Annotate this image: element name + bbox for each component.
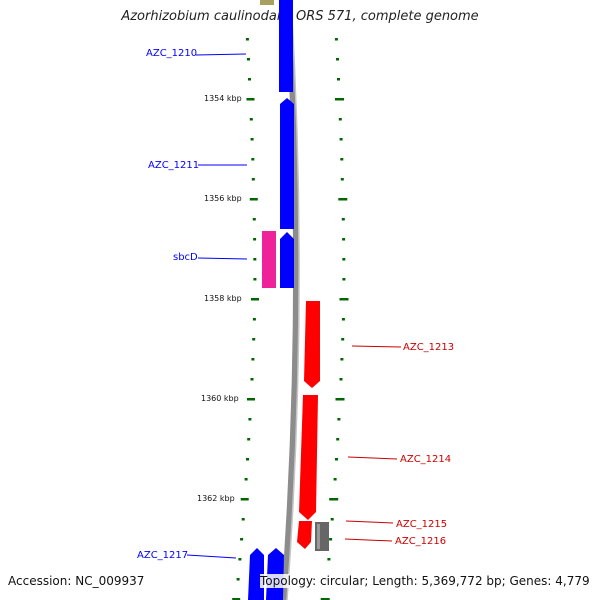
minor-tick	[330, 518, 334, 521]
minor-tick	[341, 338, 345, 341]
minor-tick	[336, 58, 339, 61]
minor-tick	[341, 318, 345, 321]
minor-tick	[247, 438, 251, 441]
minor-tick	[240, 538, 244, 541]
minor-tick	[251, 358, 255, 361]
tick-marks	[232, 38, 349, 600]
major-tick	[232, 598, 241, 600]
minor-tick	[336, 438, 340, 441]
minor-tick	[248, 418, 252, 421]
minor-tick	[340, 158, 344, 161]
major-tick	[335, 398, 345, 401]
gene-label-azc-1210: AZC_1210	[146, 48, 197, 59]
minor-tick	[246, 458, 249, 461]
gene-label-azc-1214: AZC_1214	[400, 454, 451, 465]
gene-leader-azc-1217	[186, 554, 237, 559]
topology-summary: Topology: circular; Length: 5,369,772 bp…	[260, 574, 590, 588]
minor-tick	[250, 138, 254, 141]
minor-tick	[251, 178, 255, 181]
minor-tick	[251, 158, 255, 161]
minor-tick	[342, 238, 346, 241]
gene-leader-azc-1216	[344, 538, 393, 542]
gene-leader-sbcd	[197, 257, 248, 260]
minor-tick	[238, 558, 242, 561]
minor-tick	[327, 558, 331, 561]
scale-label-1354: 1354 kbp	[204, 94, 242, 103]
minor-tick	[339, 138, 343, 141]
minor-tick	[252, 218, 256, 221]
minor-tick	[253, 238, 257, 241]
minor-tick	[241, 518, 245, 521]
gene-azc-1211[interactable]: AZC_1211	[148, 98, 294, 229]
gene-azc-1215[interactable]: AZC_1215	[297, 519, 447, 549]
major-tick	[338, 198, 348, 201]
minor-tick	[334, 38, 338, 41]
gene-label-azc-1211: AZC_1211	[148, 160, 199, 171]
minor-tick	[339, 378, 343, 381]
minor-tick	[252, 338, 256, 341]
major-tick	[249, 198, 258, 201]
gene-label-sbcd: sbcD	[173, 252, 198, 263]
minor-tick	[247, 58, 250, 61]
minor-tick	[338, 118, 342, 121]
olive-feature	[260, 0, 274, 5]
gene-leader-azc-1215	[345, 520, 394, 524]
gene-label-azc-1215: AZC_1215	[396, 519, 447, 530]
gene-azc-1210[interactable]: AZC_1210	[146, 0, 293, 92]
minor-tick	[248, 78, 251, 81]
major-tick	[246, 98, 255, 101]
minor-tick	[253, 278, 257, 281]
minor-tick	[340, 178, 344, 181]
scale-label-1362: 1362 kbp	[197, 494, 235, 503]
genome-backbone-highlight	[286, 0, 300, 600]
gene-leader-azc-1210	[195, 53, 247, 56]
minor-tick	[244, 478, 248, 481]
gene-leader-azc-1213	[351, 345, 402, 348]
major-tick	[251, 298, 259, 301]
minor-tick	[245, 38, 249, 41]
scale-label-1358: 1358 kbp	[204, 294, 242, 303]
minor-tick	[329, 538, 333, 541]
gene-azc-1216[interactable]: AZC_1216	[315, 522, 446, 551]
gene-label-azc-1217: AZC_1217	[137, 550, 188, 561]
minor-tick	[340, 358, 344, 361]
major-tick	[320, 598, 330, 600]
minor-tick	[250, 378, 254, 381]
gene-azc-1214[interactable]: AZC_1214	[299, 395, 451, 520]
scale-label-1360: 1360 kbp	[201, 394, 239, 403]
gene-azc-1213[interactable]: AZC_1213	[304, 301, 454, 388]
minor-tick	[333, 478, 337, 481]
minor-tick	[252, 318, 256, 321]
minor-tick	[337, 78, 340, 81]
minor-tick	[337, 418, 341, 421]
minor-tick	[249, 118, 253, 121]
major-tick	[339, 298, 349, 301]
gene-sbcd[interactable]: sbcD	[173, 231, 294, 288]
major-tick	[247, 398, 255, 401]
minor-tick	[253, 258, 257, 261]
minor-tick	[236, 578, 240, 581]
genome-title: Azorhizobium caulinodans ORS 571, comple…	[121, 9, 479, 24]
minor-tick	[341, 218, 345, 221]
major-tick	[335, 98, 344, 101]
accession-text: Accession: NC_009937	[8, 574, 145, 588]
gene-label-azc-1216: AZC_1216	[395, 536, 446, 547]
minor-tick	[342, 278, 346, 281]
scale-label-1356: 1356 kbp	[204, 194, 242, 203]
major-tick	[240, 498, 249, 501]
minor-tick	[335, 458, 338, 461]
minor-tick	[342, 258, 346, 261]
gene-leader-azc-1214	[347, 456, 398, 460]
major-tick	[329, 498, 339, 501]
gene-label-azc-1213: AZC_1213	[403, 342, 454, 353]
